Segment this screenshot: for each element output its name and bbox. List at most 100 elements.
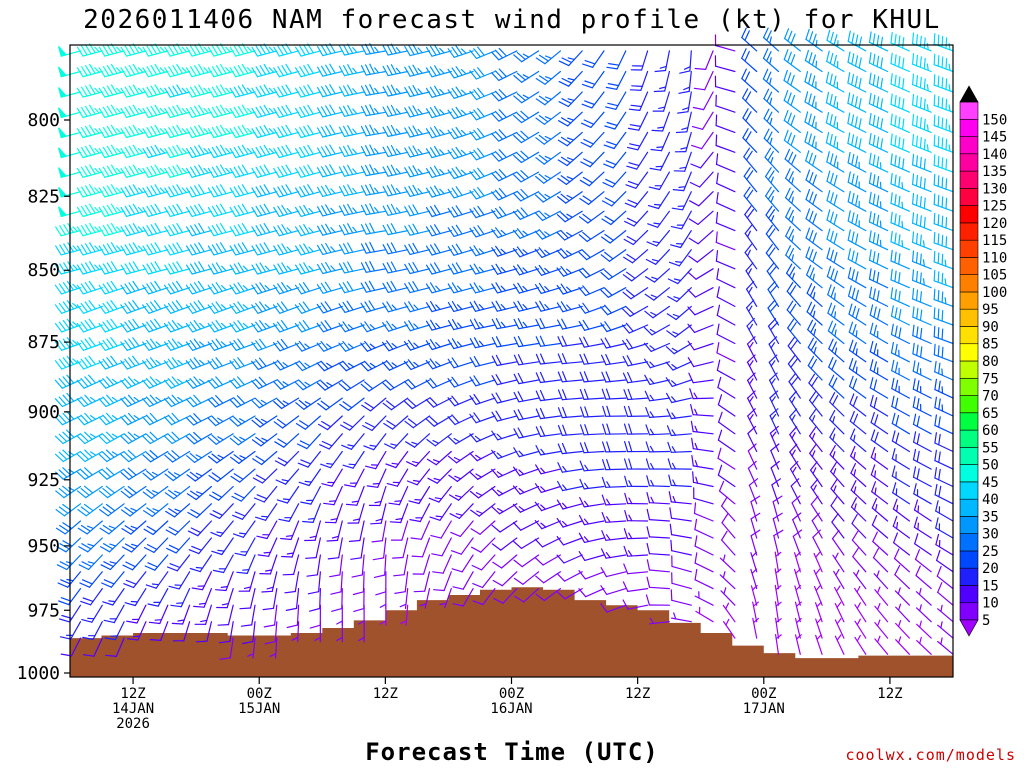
barb-staff bbox=[522, 571, 540, 585]
barb-feather bbox=[217, 454, 225, 459]
barb-feather bbox=[120, 490, 131, 499]
barb-feather bbox=[606, 141, 618, 146]
barb-feather bbox=[516, 72, 526, 81]
wind-barb bbox=[579, 388, 605, 400]
wind-barb bbox=[120, 503, 147, 517]
wind-barb bbox=[557, 389, 583, 401]
barb-feather bbox=[303, 85, 310, 96]
wind-barb bbox=[804, 91, 823, 113]
wind-barb bbox=[98, 449, 125, 463]
barb-feather bbox=[789, 322, 797, 332]
wind-barb bbox=[247, 637, 256, 659]
barb-feather bbox=[425, 67, 433, 78]
barb-feather bbox=[203, 167, 209, 174]
wind-barb bbox=[687, 357, 714, 368]
barb-feather bbox=[154, 619, 163, 621]
barb-feather bbox=[791, 254, 795, 262]
wind-barb bbox=[317, 42, 343, 57]
wind-barb bbox=[54, 449, 82, 463]
barb-feather bbox=[76, 471, 86, 480]
barb-feather bbox=[338, 342, 347, 352]
barb-feather bbox=[76, 379, 85, 389]
barb-feather bbox=[478, 266, 485, 273]
barb-feather bbox=[281, 204, 288, 215]
barb-feather bbox=[765, 205, 773, 216]
wind-barb bbox=[379, 604, 387, 626]
wind-barb bbox=[388, 485, 409, 506]
barb-feather bbox=[128, 301, 136, 311]
barb-staff bbox=[409, 287, 431, 294]
barb-staff bbox=[518, 379, 540, 385]
barb-feather bbox=[342, 360, 351, 370]
barb-feather bbox=[124, 86, 132, 97]
barb-staff bbox=[126, 361, 147, 370]
barb-staff bbox=[453, 70, 474, 79]
barb-staff bbox=[784, 177, 801, 193]
barb-feather bbox=[225, 107, 231, 114]
wind-barb bbox=[295, 43, 321, 57]
wind-barb bbox=[629, 70, 649, 91]
wind-barb bbox=[350, 537, 365, 560]
barb-feather bbox=[673, 296, 681, 300]
barb-feather bbox=[788, 248, 795, 259]
barb-feather bbox=[276, 499, 288, 504]
barb-feather bbox=[321, 224, 328, 235]
wind-barb bbox=[603, 131, 627, 150]
barb-feather bbox=[80, 166, 88, 177]
wind-barb bbox=[804, 49, 823, 73]
wind-barb bbox=[747, 443, 758, 470]
wind-barb bbox=[581, 91, 605, 109]
barb-feather bbox=[583, 500, 590, 507]
barb-staff bbox=[783, 58, 801, 73]
barb-feather bbox=[561, 442, 568, 454]
barb-staff bbox=[605, 379, 627, 383]
wind-barb bbox=[556, 499, 583, 510]
barb-feather bbox=[176, 63, 183, 75]
barb-feather bbox=[263, 124, 271, 135]
barb-feather bbox=[694, 425, 699, 433]
barb-staff bbox=[409, 191, 431, 197]
barb-staff bbox=[791, 502, 801, 522]
wind-barb bbox=[514, 587, 540, 603]
wind-barb bbox=[645, 249, 671, 265]
barb-feather bbox=[215, 44, 223, 55]
barb-feather bbox=[382, 361, 391, 371]
barb-feather bbox=[193, 338, 202, 349]
wind-barb bbox=[58, 87, 82, 98]
barb-feather bbox=[89, 144, 96, 155]
barb-feather bbox=[321, 262, 328, 274]
wind-barb bbox=[404, 415, 431, 429]
barb-feather bbox=[412, 261, 419, 273]
barb-feather bbox=[451, 46, 459, 57]
barb-staff bbox=[420, 520, 431, 540]
barb-feather bbox=[560, 283, 568, 294]
wind-barb bbox=[149, 621, 169, 642]
barb-staff bbox=[562, 503, 583, 510]
barb-staff bbox=[672, 361, 692, 371]
barb-feather bbox=[76, 148, 84, 159]
barb-feather bbox=[152, 508, 160, 512]
barb-feather bbox=[791, 432, 796, 439]
wind-barb bbox=[164, 203, 191, 217]
barb-feather bbox=[111, 433, 119, 438]
barb-feather bbox=[150, 262, 158, 273]
barb-staff bbox=[126, 342, 147, 351]
barb-staff bbox=[261, 450, 278, 466]
barb-feather bbox=[281, 145, 288, 156]
barb-feather bbox=[127, 486, 137, 494]
wind-barb bbox=[512, 264, 540, 276]
barb-feather bbox=[347, 444, 355, 447]
barb-staff bbox=[716, 278, 736, 289]
barb-feather bbox=[294, 284, 302, 295]
barb-feather bbox=[775, 634, 782, 640]
barb-staff bbox=[721, 522, 736, 539]
barb-feather bbox=[742, 128, 749, 139]
barb-staff bbox=[304, 415, 321, 430]
barb-feather bbox=[535, 593, 545, 602]
wind-barb bbox=[805, 169, 823, 193]
barb-feather bbox=[76, 435, 86, 445]
barb-feather bbox=[57, 582, 69, 588]
barb-feather bbox=[407, 359, 416, 369]
barb-staff bbox=[496, 268, 518, 275]
barb-feather bbox=[233, 473, 244, 480]
